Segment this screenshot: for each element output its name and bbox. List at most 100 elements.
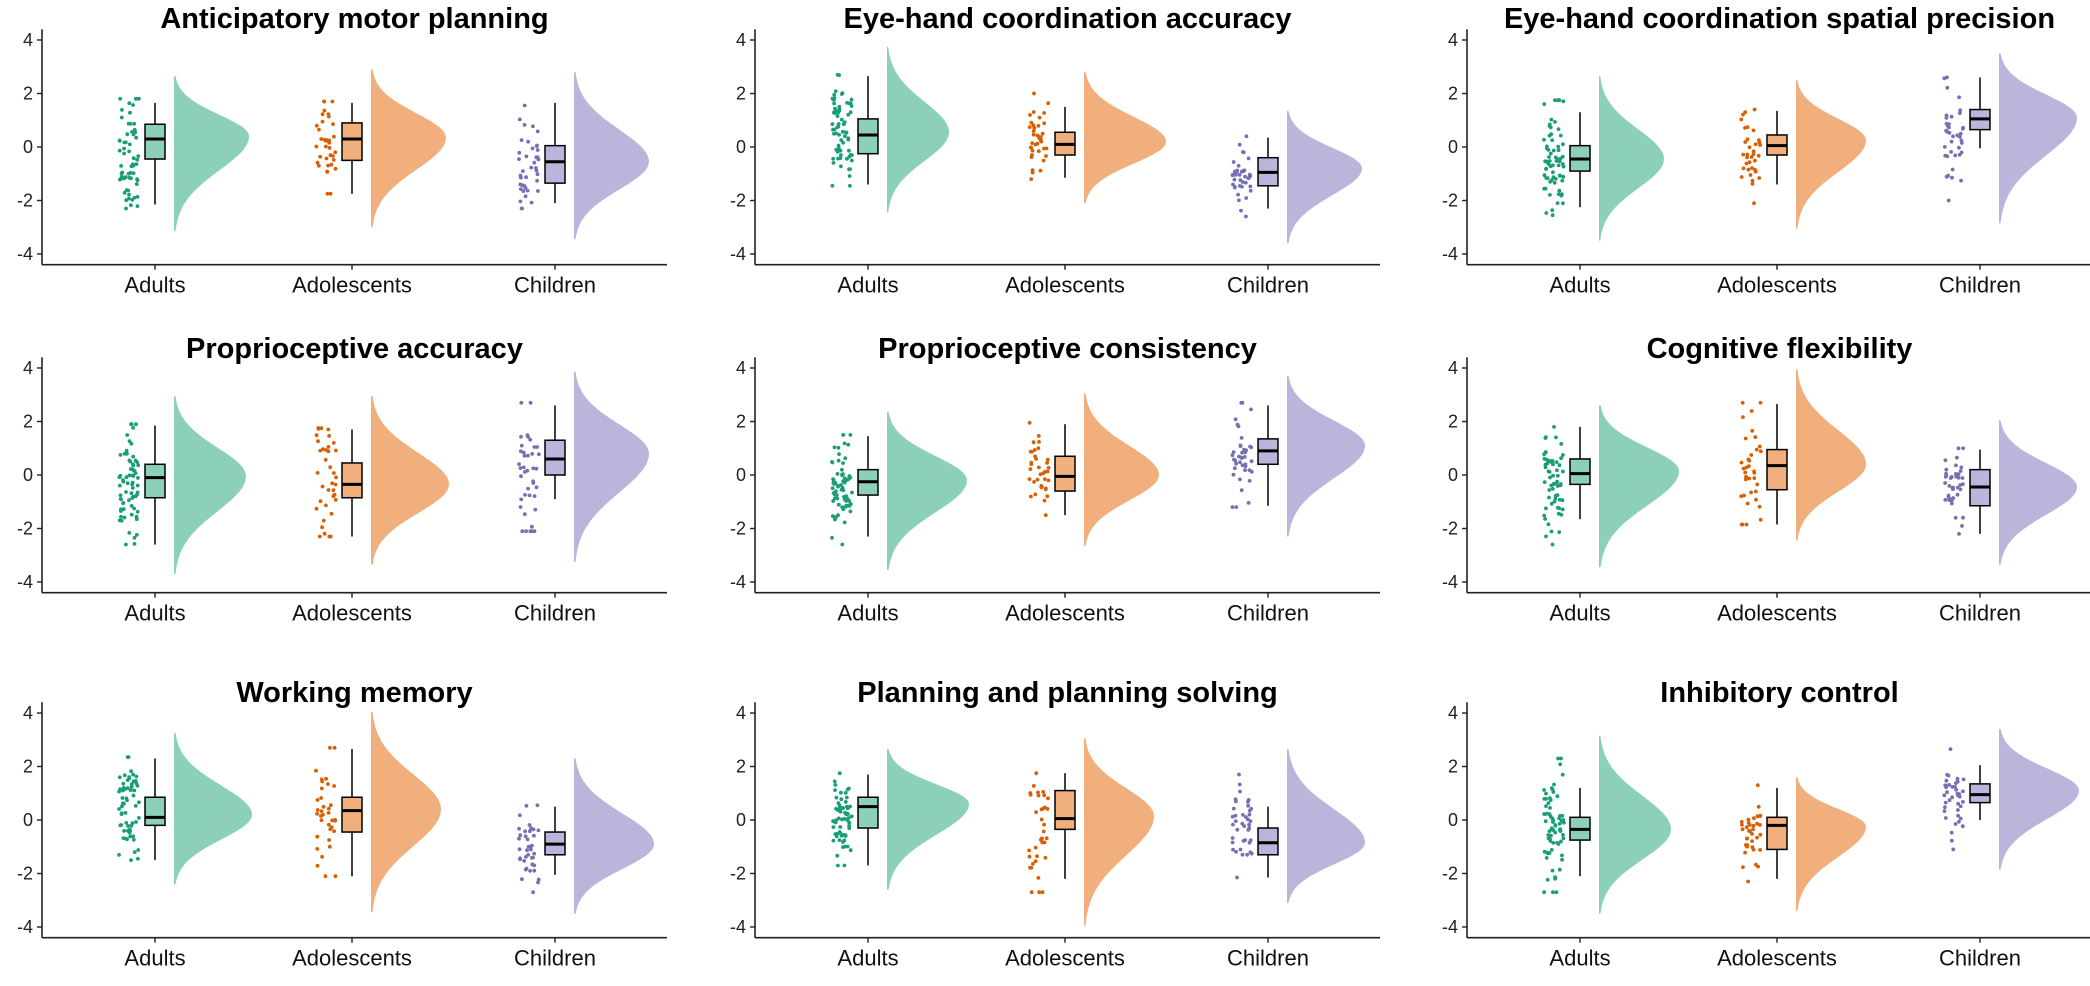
data-point	[850, 153, 854, 158]
data-point	[1561, 836, 1566, 841]
data-point	[1031, 129, 1036, 133]
data-point	[314, 144, 319, 149]
data-point	[1041, 790, 1046, 794]
data-point	[831, 819, 835, 824]
data-point	[1751, 823, 1756, 828]
data-point	[1230, 453, 1235, 458]
data-point	[327, 146, 332, 150]
data-point	[1953, 515, 1958, 520]
data-point	[319, 426, 324, 431]
data-point	[517, 117, 522, 122]
data-point	[1555, 468, 1559, 473]
data-point	[1042, 822, 1046, 827]
density-cloud	[1796, 80, 1866, 229]
x-tick-label: Adults	[837, 601, 898, 626]
box-iqr	[544, 144, 566, 184]
data-point	[1042, 111, 1046, 115]
data-point	[326, 163, 330, 168]
data-point	[519, 400, 524, 405]
data-point	[526, 139, 530, 144]
data-point	[1945, 85, 1950, 90]
data-point	[1751, 128, 1756, 133]
data-point	[133, 458, 138, 463]
data-point	[129, 858, 133, 862]
data-point	[117, 139, 122, 143]
data-point	[1544, 791, 1548, 796]
data-point	[1960, 126, 1965, 131]
data-point	[841, 488, 846, 493]
data-point	[135, 204, 140, 209]
data-point	[1029, 177, 1034, 182]
data-point	[325, 191, 330, 196]
data-point	[837, 807, 842, 811]
data-point	[320, 112, 325, 117]
data-point	[1753, 169, 1758, 174]
data-point	[1944, 113, 1949, 118]
data-point	[1548, 193, 1552, 197]
data-point	[127, 473, 132, 478]
data-point	[324, 503, 328, 508]
data-point	[522, 859, 526, 863]
data-point	[839, 117, 844, 122]
data-point	[837, 830, 842, 834]
data-point	[135, 195, 140, 199]
data-point	[1553, 493, 1558, 498]
data-point	[1242, 824, 1247, 828]
data-point	[520, 877, 524, 882]
data-point	[1248, 184, 1253, 189]
data-point	[120, 804, 124, 809]
data-point	[834, 795, 839, 800]
data-point	[122, 151, 126, 156]
data-point	[319, 777, 324, 782]
panel-5: Proprioceptive consistency -4 -2 0 2 4 Adults A…	[730, 333, 1380, 626]
data-point	[838, 156, 843, 161]
data-point	[532, 445, 537, 449]
data-point	[319, 796, 323, 800]
data-point	[1558, 827, 1563, 831]
data-point	[1957, 819, 1961, 824]
data-point	[537, 452, 541, 457]
data-point	[1757, 504, 1762, 509]
data-point	[835, 114, 840, 118]
data-point	[1031, 784, 1036, 788]
data-point	[1550, 787, 1555, 792]
data-point	[1561, 833, 1565, 837]
data-point	[534, 485, 539, 490]
data-point	[1750, 845, 1755, 850]
panel-title: Cognitive flexibility	[1647, 333, 1913, 365]
data-point	[1239, 436, 1244, 440]
density-cloud	[1599, 735, 1671, 914]
data-point	[1949, 114, 1954, 119]
data-point	[522, 453, 527, 458]
data-point	[1956, 793, 1960, 798]
data-point	[1234, 849, 1238, 854]
data-point	[334, 448, 338, 453]
y-tick-label: 4	[1448, 703, 1458, 723]
data-point	[1551, 890, 1555, 895]
data-point	[531, 124, 535, 129]
data-point	[1942, 145, 1947, 149]
data-point	[1033, 859, 1038, 864]
data-point	[1752, 201, 1756, 206]
data-point	[530, 862, 535, 867]
data-point	[1542, 102, 1547, 106]
data-point	[830, 460, 835, 465]
data-point	[1237, 198, 1241, 203]
data-point	[839, 138, 844, 143]
data-point	[528, 529, 533, 534]
data-point	[1947, 125, 1951, 130]
data-point	[122, 801, 126, 806]
data-point	[1553, 876, 1558, 881]
data-point	[134, 162, 139, 167]
density-cloud	[1084, 738, 1154, 926]
data-point	[323, 457, 328, 462]
data-point	[318, 499, 323, 504]
data-point	[844, 504, 848, 509]
data-point	[839, 483, 843, 487]
data-point	[842, 838, 847, 843]
data-point	[1247, 479, 1252, 483]
data-point	[1943, 783, 1948, 788]
data-point	[1752, 476, 1757, 480]
density-cloud	[371, 396, 449, 565]
data-point	[1955, 779, 1960, 784]
